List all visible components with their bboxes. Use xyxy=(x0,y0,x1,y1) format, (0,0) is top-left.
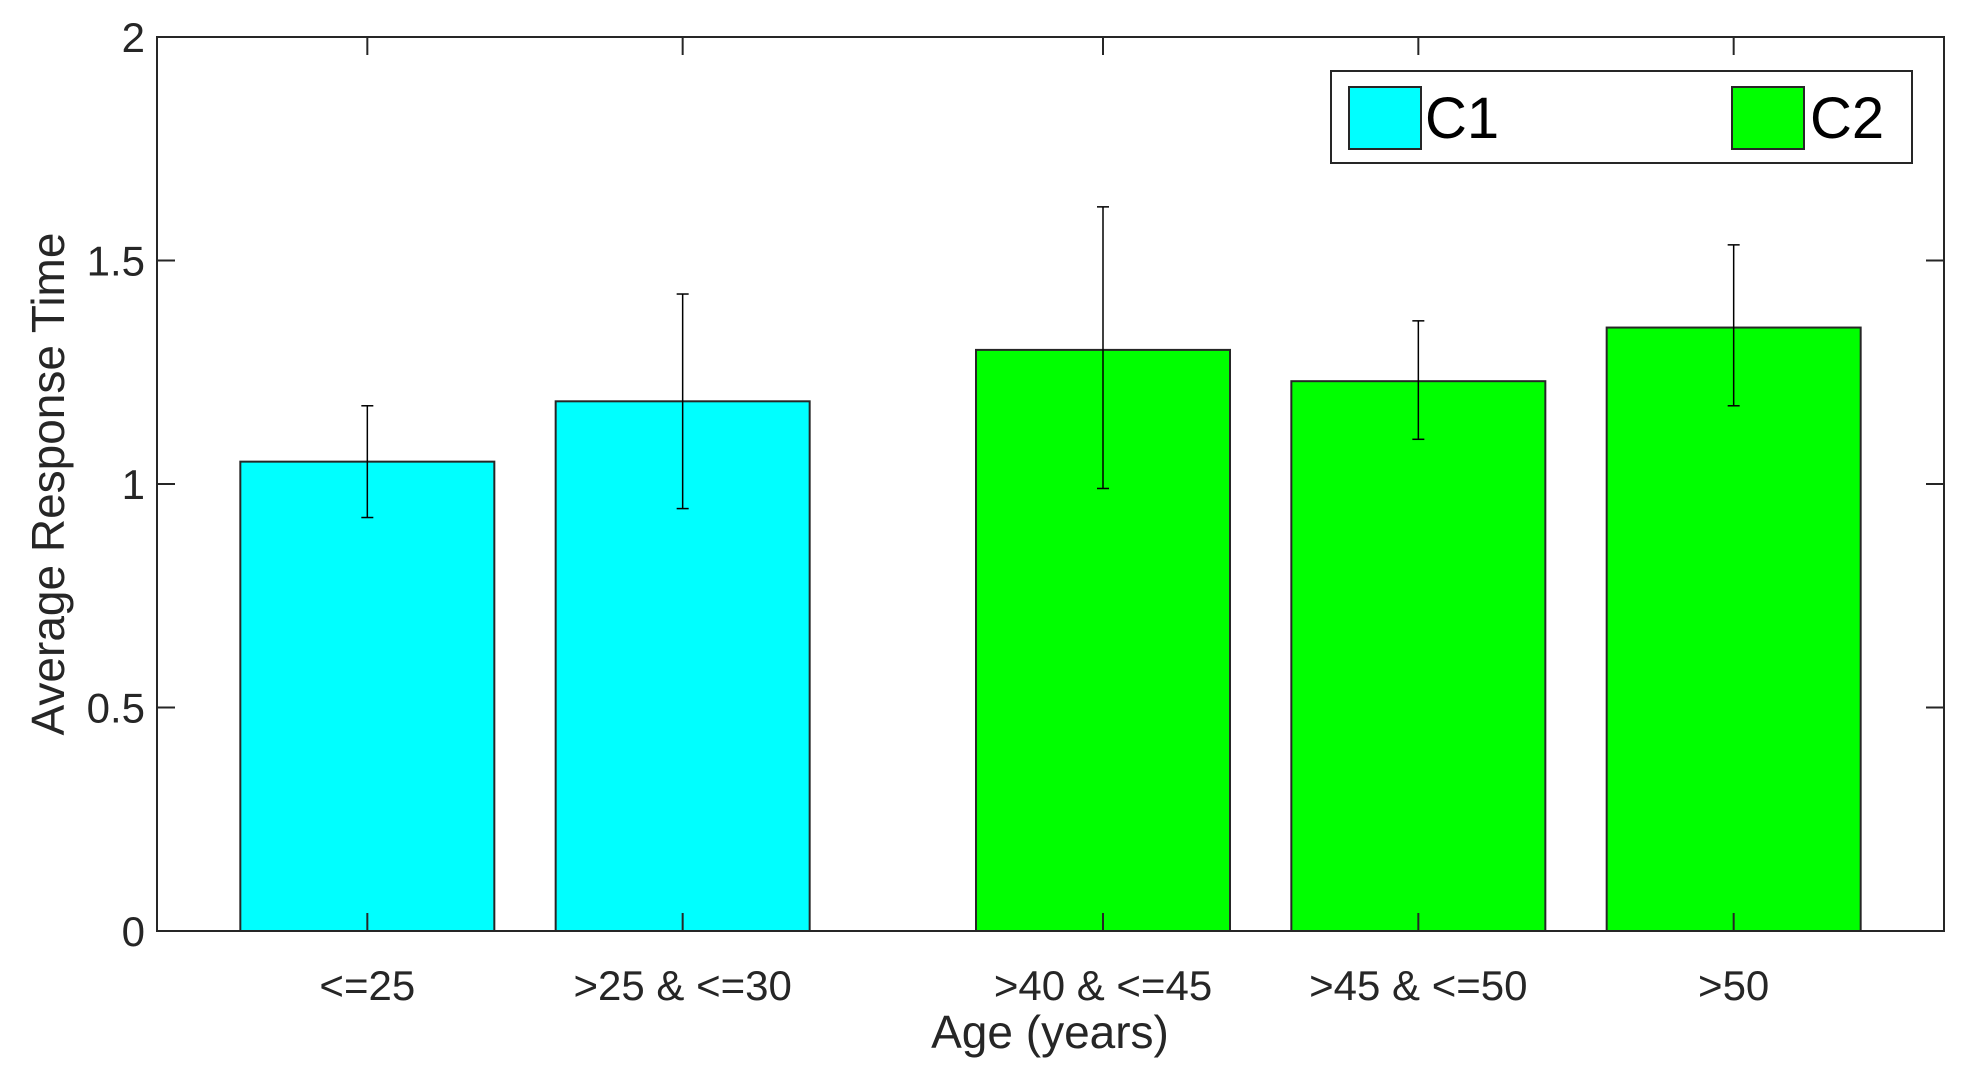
legend-box xyxy=(1330,70,1913,164)
error-bar-3 xyxy=(1412,320,1425,441)
y-axis-ticks: 0 0.5 1 1.5 2 xyxy=(87,14,1944,955)
error-bars-layer xyxy=(361,206,1740,519)
legend: C1 C2 xyxy=(1330,70,1913,164)
x-tick-label: <=25 xyxy=(319,962,415,1009)
legend-swatch-c2 xyxy=(1731,86,1805,150)
bars-layer xyxy=(239,326,1862,932)
y-axis-label: Average Response Time xyxy=(22,233,74,736)
x-tick-label: >40 & <=45 xyxy=(994,962,1212,1009)
y-tick-label: 0.5 xyxy=(87,685,145,732)
bar-4 xyxy=(1605,326,1862,932)
error-bar-1 xyxy=(676,293,689,510)
x-axis-ticks: <=25 >25 & <=30 >40 & <=45 >45 & <=50 >50 xyxy=(319,37,1769,1009)
legend-label-c1: C1 xyxy=(1425,86,1499,151)
bar-0 xyxy=(239,460,496,932)
y-tick-label: 2 xyxy=(122,14,145,61)
x-tick-label: >50 xyxy=(1698,962,1769,1009)
error-bar-0 xyxy=(361,405,374,519)
bar-3 xyxy=(1290,380,1547,932)
y-tick-label: 1.5 xyxy=(87,238,145,285)
legend-swatch-c1 xyxy=(1348,86,1422,150)
y-tick-label: 1 xyxy=(122,461,145,508)
error-bar-2 xyxy=(1097,206,1110,490)
error-bar-4 xyxy=(1727,244,1740,407)
x-tick-label: >25 & <=30 xyxy=(573,962,791,1009)
y-tick-label: 0 xyxy=(122,908,145,955)
x-tick-label: >45 & <=50 xyxy=(1309,962,1527,1009)
x-axis-label: Age (years) xyxy=(931,1006,1169,1058)
legend-label-c2: C2 xyxy=(1810,86,1884,151)
